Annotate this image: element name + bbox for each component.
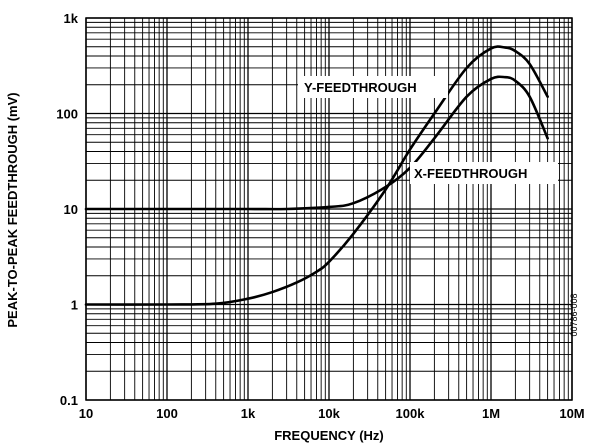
x-tick-label: 100k	[396, 406, 426, 421]
tick-labels: 10 100 1k 10k 100k 1M 10M 0.1 1 10 100 1k	[56, 11, 584, 421]
y-tick-label: 10	[64, 202, 78, 217]
annotation-x-feedthrough-text: X-FEEDTHROUGH	[414, 166, 527, 181]
x-tick-label: 10M	[559, 406, 584, 421]
annotation-x-feedthrough: X-FEEDTHROUGH	[410, 162, 558, 184]
x-tick-label: 100	[156, 406, 178, 421]
y-tick-label: 1	[71, 298, 78, 313]
series-line-x-feedthrough	[84, 45, 549, 306]
x-tick-label: 10	[79, 406, 93, 421]
annotation-y-feedthrough-text: Y-FEEDTHROUGH	[304, 80, 417, 95]
figure-id: 00786-008	[569, 293, 579, 336]
curves	[84, 45, 549, 306]
annotation-x-feedthrough-bg	[410, 162, 558, 184]
plot-frame	[85, 17, 573, 401]
x-tick-label: 1M	[482, 406, 500, 421]
x-tick-label: 1k	[241, 406, 256, 421]
y-tick-label: 0.1	[60, 393, 78, 408]
y-tick-label: 100	[56, 107, 78, 122]
y-tick-label: 1k	[64, 11, 79, 26]
series-line-y-feedthrough	[84, 75, 549, 211]
x-axis-title: FREQUENCY (Hz)	[274, 428, 384, 443]
annotation-y-feedthrough: Y-FEEDTHROUGH	[298, 76, 448, 98]
x-tick-label: 10k	[318, 406, 340, 421]
annotation-y-feedthrough-bg	[298, 76, 448, 98]
y-axis-title: PEAK-TO-PEAK FEEDTHROUGH (mV)	[5, 92, 20, 327]
